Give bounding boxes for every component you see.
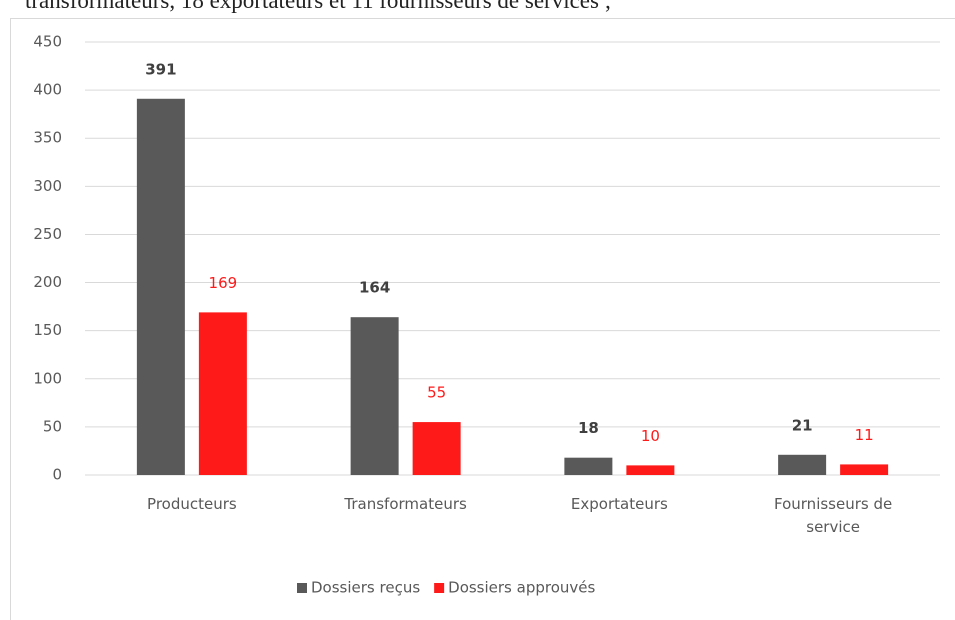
legend-swatch (297, 583, 307, 593)
bar (626, 465, 675, 475)
bar (564, 457, 613, 475)
data-label: 391 (145, 60, 176, 78)
y-tick-label: 100 (33, 369, 62, 387)
bar (350, 317, 399, 475)
bar (778, 454, 827, 475)
data-label: 10 (641, 427, 660, 445)
legend-swatch (434, 583, 445, 593)
data-label: 21 (792, 416, 813, 434)
bar (412, 422, 461, 475)
y-tick-label: 400 (33, 81, 62, 99)
y-tick-label: 200 (33, 273, 62, 291)
y-tick-label: 350 (33, 129, 62, 147)
data-label: 11 (855, 426, 874, 444)
y-tick-label: 0 (52, 466, 62, 484)
bar (198, 312, 247, 475)
legend-label: Dossiers reçus (311, 579, 420, 597)
data-label: 55 (427, 384, 446, 402)
data-label: 164 (359, 279, 390, 297)
data-label: 18 (578, 419, 599, 437)
x-tick-label: Exportateurs (570, 495, 668, 513)
bar (840, 464, 889, 475)
legend-label: Dossiers approuvés (448, 579, 595, 597)
y-tick-label: 450 (33, 33, 62, 51)
bar (136, 98, 185, 475)
y-tick-label: 50 (43, 417, 62, 435)
x-tick-label: Producteurs (147, 495, 237, 513)
page-text: transformateurs, 18 exportateurs et 11 f… (25, 0, 612, 13)
chart-frame (10, 18, 955, 620)
y-tick-label: 300 (33, 177, 62, 195)
data-label: 169 (209, 274, 238, 292)
x-tick-label: Fournisseurs de service (774, 495, 893, 536)
y-tick-label: 250 (33, 225, 62, 243)
x-tick-label: Transformateurs (344, 495, 467, 513)
y-tick-label: 150 (33, 321, 62, 339)
